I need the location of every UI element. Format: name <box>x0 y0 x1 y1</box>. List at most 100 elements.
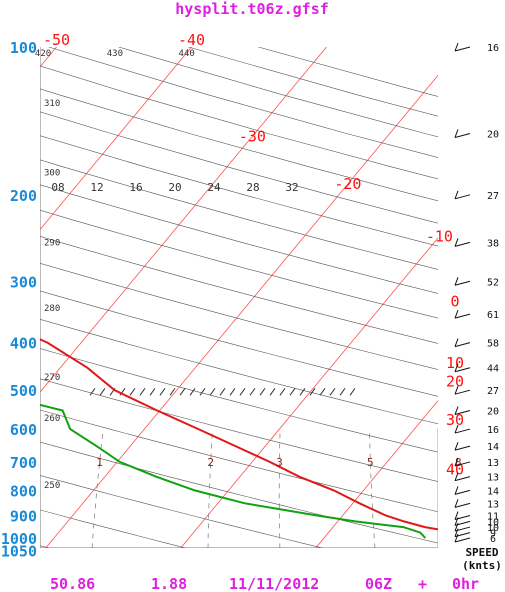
wind-barb-staff <box>454 280 471 286</box>
wind-barb-flag <box>454 424 459 434</box>
dry-adiabat <box>40 348 438 453</box>
theta-label: 260 <box>44 414 60 424</box>
wind-speed-label: 27 <box>487 191 499 202</box>
wind-barb-flag <box>454 499 459 508</box>
pressure-tick-label: 500 <box>10 382 37 400</box>
dry-adiabat <box>40 209 438 319</box>
profile-lines <box>40 338 438 539</box>
wind-barb <box>454 277 471 286</box>
cloud-hatch <box>219 388 226 396</box>
wind-barb-staff <box>454 389 471 395</box>
wind-speed-label: 44 <box>487 364 499 375</box>
dry-adiabat <box>40 159 438 270</box>
pressure-tick-label: 200 <box>10 187 37 205</box>
pressure-tick-label: 100 <box>10 39 37 57</box>
temp-tick-label: 20 <box>446 372 464 390</box>
wind-speed-label: 14 <box>487 442 499 453</box>
theta-label: 310 <box>44 99 60 109</box>
wind-barb-flag <box>454 522 459 532</box>
cloud-hatch <box>249 388 256 396</box>
wind-barb-flag <box>454 533 459 543</box>
wind-barb-flag <box>454 238 459 247</box>
temp-tick-label: -10 <box>426 227 453 245</box>
footer-forecast: 0hr <box>452 575 479 592</box>
mixing-ratio-line <box>369 429 376 548</box>
cloud-hatch <box>299 388 306 396</box>
mixing-ratio-label: 12 <box>90 181 103 194</box>
cloud-hatch <box>349 388 356 396</box>
wind-barb-staff <box>454 537 471 543</box>
isotherm-line <box>40 47 327 393</box>
wind-barb-staff <box>454 489 471 495</box>
pressure-tick-label: 600 <box>10 421 37 439</box>
wind-barb <box>454 338 471 348</box>
footer: 50.86 1.88 11/11/2012 06Z + 0hr <box>50 575 479 592</box>
isotherm-line <box>315 400 438 548</box>
theta-label: 290 <box>44 238 60 248</box>
wind-barb-flag <box>454 406 459 415</box>
mixing-ratio-label: 28 <box>246 181 259 194</box>
temp-tick-label: -30 <box>239 127 266 145</box>
isotherm-line <box>40 47 192 231</box>
mixing-ratio-label: 8 <box>455 456 462 469</box>
temp-tick-label: 0 <box>450 293 459 311</box>
footer-plus: + <box>418 575 427 592</box>
footer-date: 11/11/2012 <box>229 575 319 592</box>
wind-barb <box>454 406 471 416</box>
wind-barb-staff <box>454 367 471 373</box>
isotherm-line <box>45 74 438 548</box>
wind-barb-flag <box>454 338 459 347</box>
wind-speed-label: 16 <box>487 425 499 436</box>
wind-barb <box>454 42 471 52</box>
wind-barb <box>454 190 471 200</box>
cloud-hatch <box>89 388 96 396</box>
wind-speed-label: 14 <box>487 486 499 497</box>
dry-adiabat <box>40 88 438 202</box>
cloud-hatch <box>199 388 206 396</box>
temp-tick-label: 30 <box>446 411 464 429</box>
wind-barb <box>454 129 471 138</box>
cloud-hatch <box>229 388 236 396</box>
cloud-hatch <box>209 388 216 396</box>
wind-barb-flag <box>454 441 459 451</box>
wind-speed-label: 9 <box>490 529 496 540</box>
dry-adiabat <box>40 262 438 370</box>
theta-label: 270 <box>44 373 60 383</box>
dry-adiabat <box>40 111 438 224</box>
theta-label: 430 <box>107 49 123 59</box>
cloud-hatch <box>339 388 346 396</box>
cloud-hatch <box>129 388 136 396</box>
wind-speed-label: 11 <box>487 512 499 523</box>
wind-barb-flag <box>454 486 459 495</box>
wind-barb-staff <box>454 46 471 52</box>
pressure-tick-label: 900 <box>10 508 37 526</box>
dry-adiabat <box>40 378 438 482</box>
pressure-tick-label: 800 <box>10 482 37 500</box>
cloud-hatch <box>189 388 196 396</box>
wind-barb-staff <box>454 342 471 348</box>
dry-adiabat <box>258 47 438 97</box>
mixing-ratio-line <box>278 429 281 548</box>
wind-speed-label: 13 <box>487 499 499 510</box>
wind-barb <box>454 499 471 508</box>
speed-label: SPEED <box>465 546 498 559</box>
wind-barb-staff <box>454 428 471 434</box>
wind-barb-staff <box>454 313 471 319</box>
wind-barb <box>454 238 471 247</box>
wind-barb <box>454 386 471 395</box>
wind-barb-staff <box>454 241 471 247</box>
wind-barb <box>454 472 471 482</box>
dry-adiabat <box>40 409 438 513</box>
wind-barb-staff <box>454 445 471 451</box>
mixing-ratio-label: 32 <box>285 181 298 194</box>
theta-label: 300 <box>44 168 60 178</box>
mixing-ratio-label: 08 <box>51 181 64 194</box>
wind-barb <box>454 533 471 543</box>
mixing-ratio-line <box>207 429 213 548</box>
footer-hour: 06Z <box>365 575 392 592</box>
dewpoint-line <box>40 403 427 539</box>
isotherm-line <box>40 47 57 68</box>
theta-label: 250 <box>44 481 60 491</box>
